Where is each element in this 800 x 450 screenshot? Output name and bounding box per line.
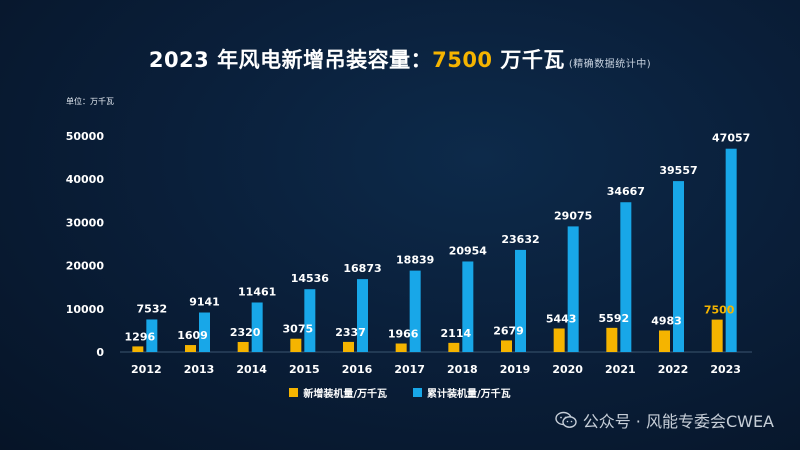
chart-title: 2023 年风电新增吊装容量：7500 万千瓦 (精确数据统计中) [0, 44, 800, 74]
x-tick-label: 2014 [236, 363, 267, 376]
bar-new [501, 340, 512, 352]
bar-new [237, 341, 249, 352]
bar-new [659, 330, 670, 352]
bar-new [553, 328, 565, 352]
legend-label-new: 新增装机量/万千瓦 [303, 389, 387, 400]
x-tick-label: 2021 [605, 363, 636, 376]
title-value: 7500 [432, 48, 493, 72]
data-label-cumulative: 7532 [137, 302, 168, 315]
wechat-icon [554, 411, 577, 428]
y-tick-label: 30000 [66, 216, 105, 229]
watermark-text: 公众号 · 风能专委会CWEA [582, 412, 774, 431]
bar-cumulative [409, 270, 421, 352]
bar-new [448, 342, 460, 352]
bar-cumulative [673, 181, 684, 352]
title-prefix: 2023 年风电新增吊装容量： [148, 48, 433, 72]
bar-cumulative [620, 202, 632, 352]
bar-cumulative [146, 319, 158, 352]
legend-label-cumulative: 累计装机量/万千瓦 [427, 389, 511, 400]
data-label-new: 1609 [177, 329, 208, 342]
data-label-cumulative: 9141 [189, 296, 220, 309]
bar-new [132, 346, 144, 352]
bar-cumulative [357, 279, 368, 352]
legend: 新增装机量/万千瓦 累计装机量/万千瓦 [0, 385, 800, 400]
bar-cumulative [462, 261, 474, 352]
bar-cumulative [304, 289, 316, 352]
x-tick-label: 2013 [184, 363, 215, 376]
bar-new [185, 345, 196, 352]
x-tick-label: 2015 [289, 363, 320, 376]
x-tick-label: 2019 [500, 363, 531, 376]
x-tick-label: 2020 [552, 363, 583, 376]
bar-new [343, 341, 354, 352]
data-label-new: 2337 [335, 326, 366, 339]
legend-item-cumulative: 累计装机量/万千瓦 [413, 385, 511, 400]
bar-cumulative [199, 312, 210, 352]
y-tick-label: 0 [96, 346, 104, 359]
unit-label: 单位：万千瓦 [66, 97, 114, 106]
y-tick-label: 10000 [66, 303, 105, 316]
data-label-cumulative: 34667 [607, 185, 645, 198]
data-label-cumulative: 47057 [712, 132, 750, 145]
x-tick-label: 2017 [394, 363, 425, 376]
bar-new [395, 343, 407, 352]
x-tick-label: 2018 [447, 363, 478, 376]
data-label-new: 7500 [704, 304, 735, 317]
data-label-new: 2679 [493, 324, 524, 337]
watermark: 公众号 · 风能专委会CWEA [554, 408, 774, 432]
bar-new [606, 327, 618, 352]
bar-new [290, 338, 302, 352]
data-label-new: 3075 [283, 323, 314, 336]
legend-swatch-new [289, 388, 299, 397]
bar-cumulative [515, 249, 526, 352]
data-label-new: 1296 [125, 330, 156, 343]
legend-item-new: 新增装机量/万千瓦 [289, 385, 387, 400]
x-tick-label: 2022 [658, 363, 689, 376]
x-tick-label: 2023 [710, 363, 741, 376]
bar-cumulative [251, 302, 263, 352]
legend-swatch-cumulative [413, 388, 422, 397]
data-label-new: 2320 [230, 326, 261, 339]
data-label-new: 5443 [546, 312, 577, 325]
data-label-new: 5592 [599, 312, 630, 325]
data-label-new: 4983 [651, 314, 682, 327]
title-suffix: 万千瓦 [492, 48, 565, 72]
data-label-cumulative: 16873 [343, 262, 381, 275]
bar-new [711, 319, 723, 352]
data-label-cumulative: 18839 [396, 254, 434, 267]
x-tick-label: 2016 [342, 363, 373, 376]
x-tick-label: 2012 [131, 363, 162, 376]
data-label-cumulative: 11461 [238, 285, 276, 298]
y-tick-label: 40000 [66, 173, 105, 186]
data-label-cumulative: 14536 [291, 272, 330, 285]
data-label-new: 1966 [388, 328, 419, 341]
data-label-cumulative: 39557 [659, 164, 697, 177]
data-label-new: 2114 [441, 327, 472, 340]
data-label-cumulative: 29075 [554, 209, 592, 222]
title-note: (精确数据统计中) [568, 59, 652, 70]
y-tick-label: 20000 [66, 260, 105, 273]
bar-cumulative [567, 226, 579, 352]
data-label-cumulative: 20954 [449, 244, 488, 257]
y-tick-label: 50000 [66, 130, 105, 143]
data-label-cumulative: 23632 [501, 233, 539, 246]
bar-cumulative [725, 148, 737, 352]
